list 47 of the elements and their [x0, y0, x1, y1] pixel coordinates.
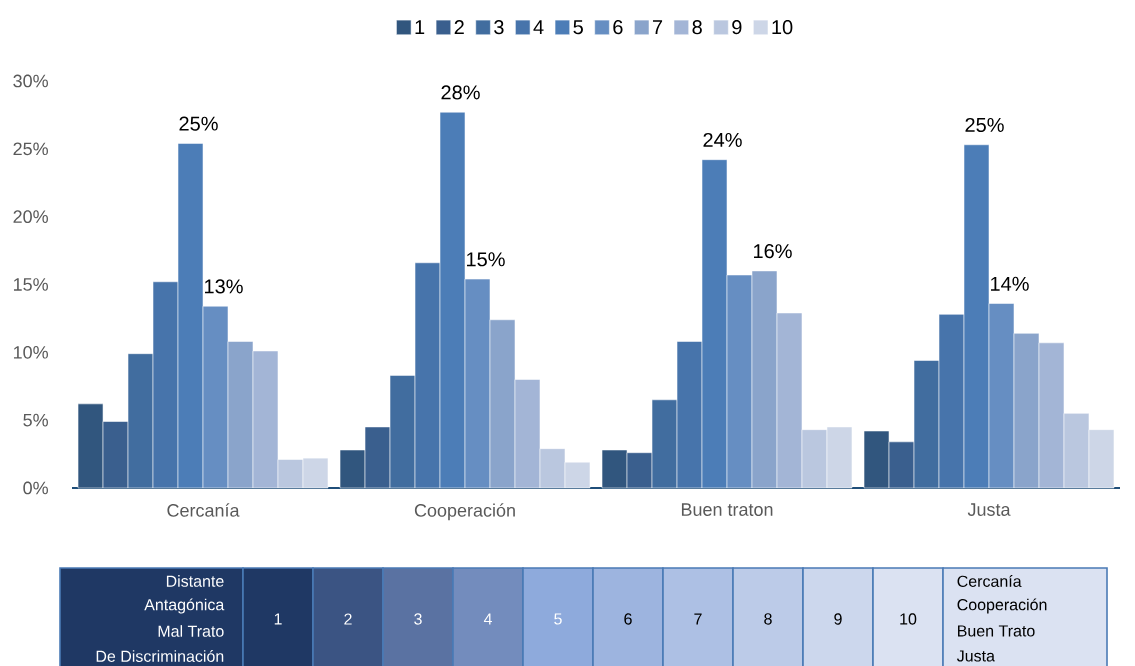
text: Buen Trato: [958, 625, 1035, 637]
data-label: 14%: [991, 276, 1029, 291]
data-label: 13%: [205, 279, 243, 294]
y-tick-label: 0%: [23, 481, 48, 495]
x-tick-label: Cooperación: [414, 503, 515, 521]
legend-label: 10: [772, 20, 793, 35]
text: 4: [483, 613, 492, 625]
y-tick-label: 25%: [13, 142, 48, 156]
text: De Discriminación: [96, 650, 224, 662]
text: Cooperación: [957, 598, 1047, 614]
y-tick-label: 20%: [13, 210, 48, 224]
legend-label: 6: [613, 20, 623, 35]
data-label: 15%: [467, 252, 505, 267]
legend-label: 4: [533, 20, 544, 34]
legend-label: 2: [454, 20, 464, 35]
legend-label: 9: [732, 20, 742, 35]
x-tick-label: Buen traton: [681, 503, 773, 516]
legend-label: 7: [652, 20, 663, 34]
data-label: 25%: [179, 116, 218, 131]
x-tick-label: Cercanía: [167, 503, 240, 517]
legend-label: 5: [573, 20, 583, 35]
text: 8: [764, 613, 772, 625]
text: 9: [834, 613, 842, 625]
text: 3: [414, 613, 422, 625]
data-label: 16%: [754, 244, 792, 259]
text: Antagónica: [144, 598, 225, 614]
text: 5: [554, 613, 562, 625]
legend-label: 1: [415, 20, 425, 34]
y-tick-label: 5%: [23, 413, 48, 427]
text: Justa: [956, 650, 995, 662]
text: 10: [900, 613, 917, 625]
data-label: 28%: [441, 85, 480, 100]
legend-label: 8: [692, 20, 702, 35]
text: Mal Trato: [158, 625, 224, 637]
text: Distante: [166, 575, 224, 587]
text: 6: [624, 613, 632, 625]
data-label: 24%: [703, 132, 742, 147]
y-tick-label: 10%: [13, 345, 48, 359]
legend-label: 3: [494, 20, 504, 35]
data-label: 25%: [965, 117, 1004, 133]
y-tick-label: 15%: [13, 278, 48, 291]
text: Cercanía: [957, 575, 1022, 587]
x-tick-label: Justa: [967, 503, 1011, 516]
text: 2: [344, 613, 352, 625]
text: 7: [694, 613, 702, 625]
text: 1: [274, 613, 282, 625]
y-tick-label: 30%: [13, 74, 48, 88]
